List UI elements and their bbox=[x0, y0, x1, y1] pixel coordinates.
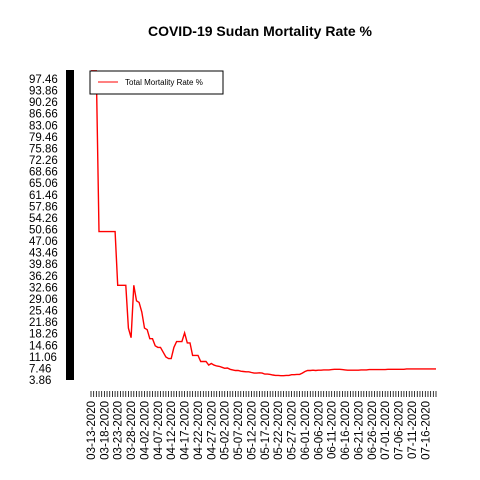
x-tick-label: 03-13-2020 bbox=[86, 401, 98, 460]
x-tick-label: 05-12-2020 bbox=[246, 401, 258, 460]
y-tick-label: 50.66 bbox=[29, 225, 58, 237]
x-tick-label: 03-23-2020 bbox=[113, 401, 125, 460]
y-tick-label: 57.86 bbox=[29, 201, 58, 213]
y-tick-label: 90.26 bbox=[29, 97, 58, 109]
y-tick-label: 47.06 bbox=[29, 236, 58, 248]
x-tick-label: 04-22-2020 bbox=[193, 401, 205, 460]
x-tick-label: 04-27-2020 bbox=[206, 401, 218, 460]
x-tick-label: 06-21-2020 bbox=[353, 401, 365, 460]
x-tick-label: 07-11-2020 bbox=[407, 401, 419, 459]
y-tick-label: 83.06 bbox=[29, 120, 58, 132]
y-tick-label: 11.06 bbox=[29, 352, 57, 364]
y-tick-label: 32.66 bbox=[29, 282, 58, 294]
y-tick-label: 7.46 bbox=[29, 363, 51, 375]
series-lines bbox=[91, 70, 436, 377]
x-axis-ticks bbox=[90, 391, 437, 397]
legend-box bbox=[89, 70, 224, 95]
y-tick-label: 68.66 bbox=[29, 167, 58, 179]
x-tick-label: 06-06-2020 bbox=[313, 401, 325, 460]
x-tick-label: 03-28-2020 bbox=[126, 401, 138, 460]
x-tick-label: 06-16-2020 bbox=[340, 401, 352, 460]
y-tick-label: 25.46 bbox=[29, 306, 58, 318]
y-tick-label: 18.26 bbox=[29, 329, 58, 341]
y-tick-label: 93.86 bbox=[29, 86, 58, 98]
x-tick-label: 06-26-2020 bbox=[367, 401, 379, 460]
y-tick-label: 86.66 bbox=[29, 109, 58, 121]
y-tick-label: 97.46 bbox=[29, 74, 58, 86]
x-tick-label: 05-07-2020 bbox=[233, 401, 245, 460]
y-tick-label: 14.66 bbox=[29, 340, 58, 352]
x-tick-label: 04-07-2020 bbox=[153, 401, 165, 460]
y-tick-label: 43.46 bbox=[29, 248, 58, 260]
x-tick-label: 05-02-2020 bbox=[220, 401, 232, 460]
y-tick-label: 29.06 bbox=[29, 294, 58, 306]
y-axis-ticks: 3.867.4611.0614.6618.2621.8625.4629.0632… bbox=[29, 74, 58, 387]
y-tick-label: 3.86 bbox=[29, 375, 51, 387]
x-tick-label: 06-01-2020 bbox=[300, 401, 312, 460]
x-tick-label: 06-11-2020 bbox=[327, 401, 339, 459]
y-tick-label: 72.26 bbox=[29, 155, 58, 167]
y-tick-label: 21.86 bbox=[29, 317, 58, 329]
x-tick-label: 05-17-2020 bbox=[260, 401, 272, 460]
y-tick-label: 65.06 bbox=[29, 178, 58, 190]
legend-label: Total Mortality Rate % bbox=[125, 78, 203, 87]
x-tick-label: 05-27-2020 bbox=[287, 401, 299, 460]
y-tick-label: 36.26 bbox=[29, 271, 58, 283]
series-line-total-mortality-rate bbox=[91, 70, 436, 377]
x-tick-label: 05-22-2020 bbox=[273, 401, 285, 460]
x-tick-label: 04-02-2020 bbox=[139, 401, 151, 460]
x-tick-label: 03-18-2020 bbox=[99, 401, 111, 460]
y-axis-bar bbox=[66, 70, 74, 380]
y-tick-label: 39.86 bbox=[29, 259, 58, 271]
y-tick-label: 54.26 bbox=[29, 213, 58, 225]
x-tick-label: 07-06-2020 bbox=[394, 401, 406, 460]
x-tick-label: 04-12-2020 bbox=[166, 401, 178, 460]
x-tick-label: 04-17-2020 bbox=[180, 401, 192, 460]
x-tick-label: 07-01-2020 bbox=[380, 401, 392, 460]
x-axis-tick-labels: 03-13-2020 03-18-2020 03-23-2020 03-28-2020… bbox=[86, 401, 432, 460]
chart-title: COVID-19 Sudan Mortality Rate % bbox=[148, 23, 373, 39]
y-tick-label: 61.46 bbox=[29, 190, 58, 202]
y-tick-label: 75.86 bbox=[29, 143, 58, 155]
y-tick-label: 79.46 bbox=[29, 132, 58, 144]
x-tick-label: 07-16-2020 bbox=[420, 401, 432, 460]
legend: Total Mortality Rate % bbox=[89, 70, 224, 95]
